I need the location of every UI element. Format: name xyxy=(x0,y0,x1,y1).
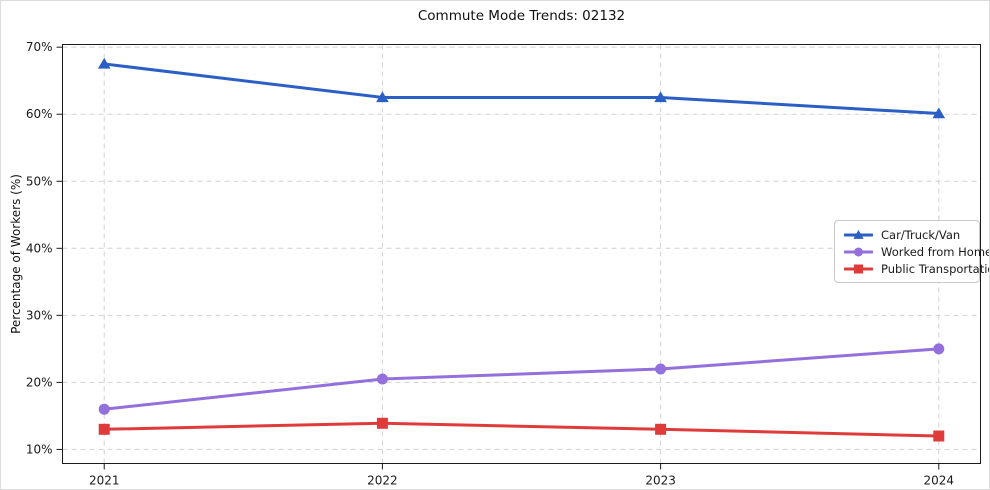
chart-title: Commute Mode Trends: 02132 xyxy=(417,8,626,24)
data-point-marker-square xyxy=(933,430,945,442)
data-point-marker-square xyxy=(376,417,388,429)
y-tick-label: 60% xyxy=(26,107,53,121)
y-tick-label: 50% xyxy=(26,174,53,188)
legend-sample-triangle-icon xyxy=(844,229,873,239)
data-point-marker-circle xyxy=(98,403,110,415)
legend-item-label: Car/Truck/Van xyxy=(881,227,961,242)
legend-sample-circle-icon xyxy=(844,247,873,256)
data-point-marker-circle xyxy=(655,363,667,375)
legend-item-public-transportation: Public Transportation xyxy=(844,260,989,277)
data-point-marker-square xyxy=(98,423,110,435)
series-line-public-transportation xyxy=(102,421,941,438)
data-point-marker-square xyxy=(655,423,667,435)
x-tick-label: 2021 xyxy=(89,474,120,488)
y-tick-label: 70% xyxy=(26,40,53,54)
data-point-marker-triangle xyxy=(97,57,111,69)
axes-box xyxy=(62,44,981,464)
data-point-marker-triangle xyxy=(853,229,864,239)
data-point-marker-circle xyxy=(376,373,388,385)
legend-sample-square-icon xyxy=(844,264,873,273)
y-tick-label: 20% xyxy=(26,375,53,389)
data-point-marker-triangle xyxy=(376,91,389,103)
series-line-car-truck-van xyxy=(102,62,941,116)
data-point-marker-square xyxy=(854,264,863,273)
y-tick-label: 10% xyxy=(26,442,53,456)
y-tick-label: 30% xyxy=(26,308,53,322)
series-line-worked-from-home xyxy=(102,347,941,411)
legend-item-label: Public Transportation xyxy=(881,261,990,276)
data-point-marker-triangle xyxy=(932,107,946,119)
x-tick-label: 2023 xyxy=(645,474,676,488)
data-point-marker-circle xyxy=(854,247,863,256)
x-tick-label: 2024 xyxy=(923,474,954,488)
data-point-marker-circle xyxy=(933,343,945,355)
y-tick-label: 40% xyxy=(26,241,53,255)
legend-item-worked-from-home: Worked from Home xyxy=(844,243,989,260)
x-tick-label: 2022 xyxy=(367,474,398,488)
legend: Car/Truck/Van Worked from Home Public Tran… xyxy=(834,220,989,283)
legend-item-label: Worked from Home xyxy=(881,244,990,259)
data-point-marker-triangle xyxy=(654,91,667,103)
legend-item-car-truck-van: Car/Truck/Van xyxy=(844,226,975,243)
